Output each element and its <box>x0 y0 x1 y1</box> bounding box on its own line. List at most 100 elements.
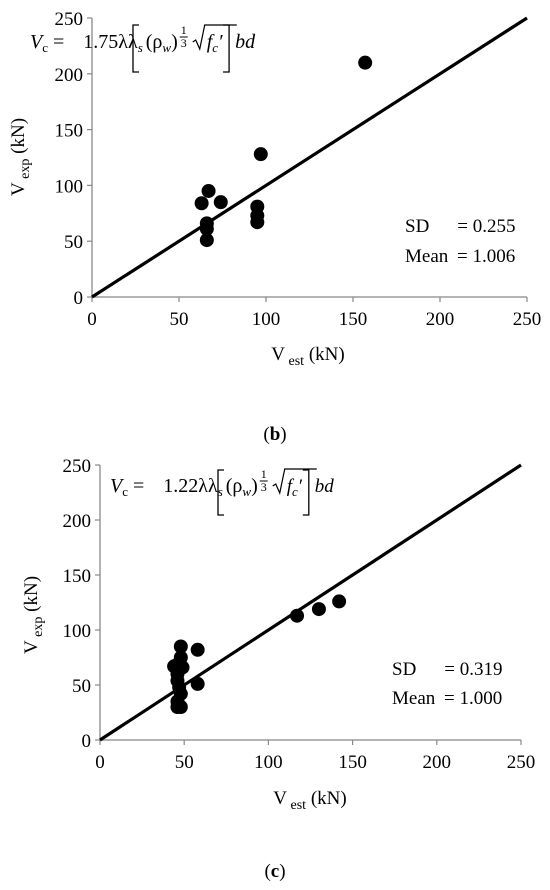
y-tick-label: 250 <box>63 456 92 477</box>
data-point <box>190 676 205 691</box>
panel-label-close: ) <box>280 424 286 445</box>
y-tick-label: 50 <box>72 676 91 697</box>
reference-line-1-to-1 <box>91 16 528 299</box>
formula-text: Vc = 1.22λλs (ρw) <box>110 475 258 499</box>
formula-equals: = <box>48 31 69 53</box>
formula-fc: fc′ <box>287 476 303 499</box>
mean-value: = 1.000 <box>439 688 502 709</box>
x-tick-label: 150 <box>339 309 368 330</box>
exponent-denominator: 3 <box>181 36 187 50</box>
data-point <box>173 639 188 654</box>
x-tick-label: 200 <box>426 309 455 330</box>
sd-stat: SD = 0.319 <box>392 659 503 680</box>
sd-value: = 0.255 <box>457 216 515 237</box>
data-point <box>250 215 265 230</box>
x-tick-label: 250 <box>513 309 542 330</box>
data-point <box>311 602 326 617</box>
left-bracket <box>132 24 139 73</box>
y-axis-label-unit: (kN) <box>8 118 29 159</box>
y-axis-label: V exp (kN) <box>21 576 46 654</box>
formula-tail: bd <box>235 31 256 53</box>
formula-rho-close: ) <box>251 475 258 497</box>
x-tick-label: 250 <box>507 752 536 773</box>
formula-lhs: V <box>110 475 125 497</box>
formula-tail: bd <box>315 476 335 497</box>
x-tick-label: 100 <box>254 752 283 773</box>
data-point <box>213 195 228 210</box>
x-axis-label-subscript: est <box>285 354 304 369</box>
data-point <box>332 594 347 609</box>
data-point <box>190 642 205 657</box>
sd-label: SD <box>392 659 416 680</box>
y-tick-label: 0 <box>74 288 84 309</box>
x-tick-label: 150 <box>338 752 367 773</box>
formula-fc-symbol: f <box>207 31 215 53</box>
data-point <box>201 183 216 198</box>
formula-rho-close: ) <box>171 31 178 53</box>
y-axis-label-subscript: exp <box>18 159 33 183</box>
x-axis-label-symbol: V <box>273 788 287 809</box>
formula-rho: (ρ <box>146 31 163 53</box>
formula-lhs-sub: c <box>42 40 48 55</box>
formula-fc: fc′ <box>207 31 223 55</box>
chart-panel-b: 0 50 100 150 200 250 0 50 100 150 200 250 V est (kN)… <box>8 9 541 369</box>
y-tick-label: 200 <box>55 65 84 86</box>
formula-rho: (ρ <box>226 475 243 497</box>
x-tick-label: 50 <box>175 752 194 773</box>
x-tick-label: 0 <box>95 752 105 773</box>
data-point <box>358 55 373 70</box>
y-tick-label: 0 <box>82 731 92 752</box>
reference-line-1-to-1 <box>99 463 522 742</box>
formula-fc-prime: ′ <box>298 476 303 497</box>
y-tick-label: 150 <box>63 566 92 587</box>
panel-label-letter: c <box>271 861 279 882</box>
panel-label-open: ( <box>263 424 269 445</box>
exponent-denominator: 3 <box>261 480 267 494</box>
y-axis-label-unit: (kN) <box>21 576 42 617</box>
sd-stat: SD = 0.255 <box>405 216 516 237</box>
formula-fc-sub: c <box>212 40 218 55</box>
x-axis-label-symbol: V <box>271 344 285 365</box>
sd-label: SD <box>405 216 429 237</box>
data-point <box>194 196 209 211</box>
formula-coef-sub: s <box>218 484 223 499</box>
data-point <box>253 147 268 162</box>
x-tick-label: 100 <box>252 309 281 330</box>
x-axis-label-unit: (kN) <box>306 788 347 809</box>
sd-value: = 0.319 <box>444 659 502 680</box>
panel-label-open: ( <box>264 861 270 882</box>
data-point <box>173 700 188 714</box>
formula-lhs-sub: c <box>122 484 128 499</box>
formula-coef-sub: s <box>138 40 143 55</box>
sqrt-symbol <box>272 468 317 495</box>
mean-label: Mean <box>405 246 449 267</box>
formula-coefficient: 1.22λλ <box>163 475 218 497</box>
formula: Vc = 1.75λλs (ρw)13 fc′ bd <box>30 23 256 73</box>
data-point <box>199 221 214 236</box>
y-axis-label: V exp (kN) <box>8 118 33 196</box>
data-point <box>290 608 305 623</box>
x-tick-label: 200 <box>423 752 452 773</box>
chart-panel-c: 0 50 100 150 200 250 0 50 100 150 200 250 V est (kN)… <box>21 456 535 813</box>
x-axis-label: V est (kN) <box>271 344 344 369</box>
panel-label-letter: b <box>270 424 281 445</box>
panel-label-close: ) <box>279 861 285 882</box>
panel-label: (c) <box>264 861 285 882</box>
y-tick-label: 150 <box>55 121 84 142</box>
formula-equals: = <box>128 475 149 497</box>
formula-rho-sub: w <box>162 40 171 55</box>
x-tick-label: 50 <box>170 309 189 330</box>
x-axis-label-subscript: est <box>287 798 306 813</box>
left-bracket <box>217 469 224 516</box>
panel-label: (b) <box>263 424 286 445</box>
mean-stat: Mean = 1.006 <box>405 246 515 267</box>
formula-fc-sub: c <box>292 484 298 499</box>
y-tick-label: 200 <box>63 511 92 532</box>
y-axis-label-symbol: V <box>21 640 42 654</box>
formula-fc-prime: ′ <box>218 31 223 53</box>
y-tick-label: 100 <box>63 621 92 642</box>
exponent-numerator: 1 <box>181 23 187 37</box>
formula: Vc = 1.22λλs (ρw)13 fc′ bd <box>110 467 335 516</box>
formula-text: Vc = 1.75λλs (ρw) <box>30 31 178 55</box>
